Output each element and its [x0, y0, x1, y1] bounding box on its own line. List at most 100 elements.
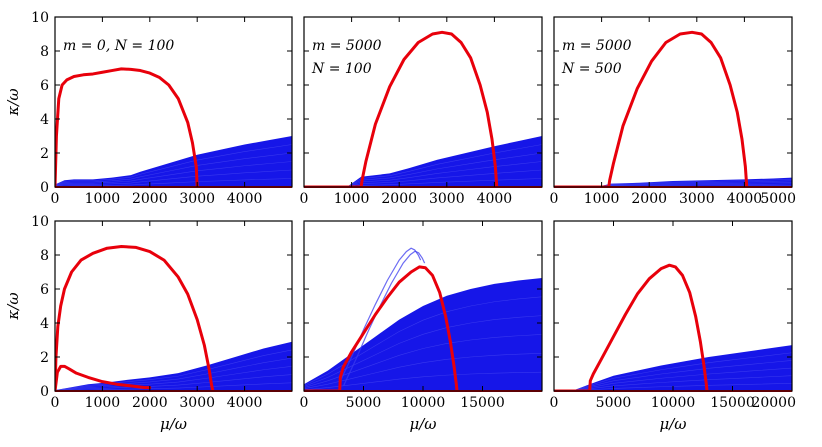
series-numerical-band-contour-5 [55, 144, 292, 186]
x-tick-label: 15000 [710, 395, 755, 411]
series-numerical-band-contour-2 [304, 353, 542, 390]
series-numerical-band-contour-2 [571, 375, 792, 391]
plot-frame [54, 220, 293, 392]
series-numerical-band-contour-5 [55, 349, 292, 391]
plot-frame [303, 16, 543, 188]
x-tick-label: 20000 [751, 395, 796, 411]
series-analytic-upper [55, 245, 215, 391]
y-tick-label: 6 [40, 282, 49, 298]
series-numerical-band-contour-5 [346, 144, 542, 187]
x-tick-label: 5000 [346, 395, 382, 411]
x-tick-label: 4000 [227, 395, 263, 411]
x-tick-label: 2000 [631, 191, 667, 207]
x-tick-label: 0 [550, 395, 559, 411]
y-tick-label: 8 [40, 248, 49, 264]
series-numerical-band-contour-3 [346, 161, 542, 187]
y-tick-label: 6 [40, 78, 49, 94]
series-numerical-band [571, 345, 792, 391]
x-tick-label: 2000 [381, 191, 417, 207]
y-tick-label: 0 [40, 180, 49, 196]
x-tick-label: 4000 [477, 191, 513, 207]
panel-top-middle: 0 1000 2000 3000 4000 m = 5000 N = 100 [300, 16, 543, 207]
plot-frame [553, 16, 793, 188]
series-numerical-band-contour-3 [55, 366, 292, 391]
x-tick-label: 1000 [334, 191, 370, 207]
series-numerical-band-contour-2 [55, 169, 292, 187]
x-tick-label: 1000 [85, 395, 121, 411]
series-numerical-band-contour-4 [346, 152, 542, 187]
x-axis-label: μ/ω [409, 415, 436, 433]
x-tick-label: 0 [51, 191, 60, 207]
series-numerical-band-contour-1 [346, 178, 542, 187]
y-tick-label: 2 [40, 146, 49, 162]
series-numerical-band-contour-2 [596, 183, 792, 187]
panel-bottom-middle: 0 5000 10000 15000 μ/ω [300, 220, 543, 433]
plot-area [554, 30, 792, 187]
x-tick-label: 3000 [429, 191, 465, 207]
panel-annotation: m = 5000 [562, 38, 632, 54]
panel-annotation: m = 0, N = 100 [63, 38, 174, 54]
series-numerical-band-contour-3 [596, 182, 792, 187]
y-tick-label: 8 [40, 44, 49, 60]
series-analytic [55, 67, 200, 187]
series-analytic-lower [55, 364, 152, 391]
series-numerical-band-contour-2 [346, 169, 542, 187]
x-tick-label: 3000 [179, 191, 215, 207]
series-numerical-band-contour-4 [571, 360, 792, 391]
plot-area [304, 30, 542, 187]
series-numerical-band-contour-1 [304, 371, 542, 391]
plot-area [304, 247, 542, 391]
x-tick-label: 1000 [584, 191, 620, 207]
series-numerical-band-contour-3 [55, 161, 292, 187]
x-tick-label: 10000 [401, 395, 446, 411]
y-tick-label: 0 [40, 384, 49, 400]
x-tick-label: 3000 [679, 191, 715, 207]
x-tick-label: 15000 [460, 395, 505, 411]
y-tick-label: 2 [40, 350, 49, 366]
y-axis-label: κ/ω [4, 88, 22, 116]
panel-annotation: m = 5000 [312, 38, 382, 54]
plot-area [55, 245, 292, 391]
x-axis-label: μ/ω [160, 415, 187, 433]
y-tick-label: 10 [31, 214, 49, 230]
series-numerical-band-contour-4 [55, 357, 292, 391]
y-tick-label: 4 [40, 112, 49, 128]
x-tick-label: 0 [550, 191, 559, 207]
series-numerical-band-contour-5 [571, 352, 792, 391]
series-analytic [304, 30, 499, 187]
plot-area [55, 67, 292, 187]
x-axis-label: μ/ω [659, 415, 686, 433]
x-tick-label: 4000 [727, 191, 763, 207]
x-tick-label: 3000 [179, 395, 215, 411]
x-tick-label: 5000 [760, 191, 796, 207]
series-numerical-upper-branch-shadow [343, 250, 426, 386]
series-numerical-band [55, 341, 292, 391]
panel-annotation: N = 100 [311, 61, 372, 77]
x-tick-label: 2000 [132, 395, 168, 411]
series-analytic [554, 263, 710, 391]
y-axis-label: κ/ω [4, 292, 22, 320]
x-tick-label: 5000 [596, 395, 632, 411]
y-tick-label: 4 [40, 316, 49, 332]
series-numerical-band-contour-3 [571, 367, 792, 391]
x-tick-label: 10000 [651, 395, 696, 411]
x-tick-label: 0 [300, 395, 309, 411]
series-numerical-band-contour-1 [55, 178, 292, 187]
x-tick-label: 1000 [85, 191, 121, 207]
series-numerical-band-contour-5 [596, 178, 792, 187]
x-tick-label: 0 [300, 191, 309, 207]
series-analytic [554, 30, 749, 187]
panel-bottom-left: 0 1000 2000 3000 4000 0 2 4 6 8 10 κ/ω μ/ω [4, 214, 293, 433]
x-tick-label: 0 [51, 395, 60, 411]
panel-annotation: N = 500 [561, 61, 622, 77]
series-numerical-band-contour-4 [55, 152, 292, 186]
plot-area [554, 263, 792, 391]
x-tick-label: 4000 [227, 191, 263, 207]
series-analytic [304, 265, 460, 391]
series-numerical-band-contour-4 [596, 180, 792, 187]
x-tick-label: 2000 [132, 191, 168, 207]
y-tick-label: 10 [31, 10, 49, 26]
